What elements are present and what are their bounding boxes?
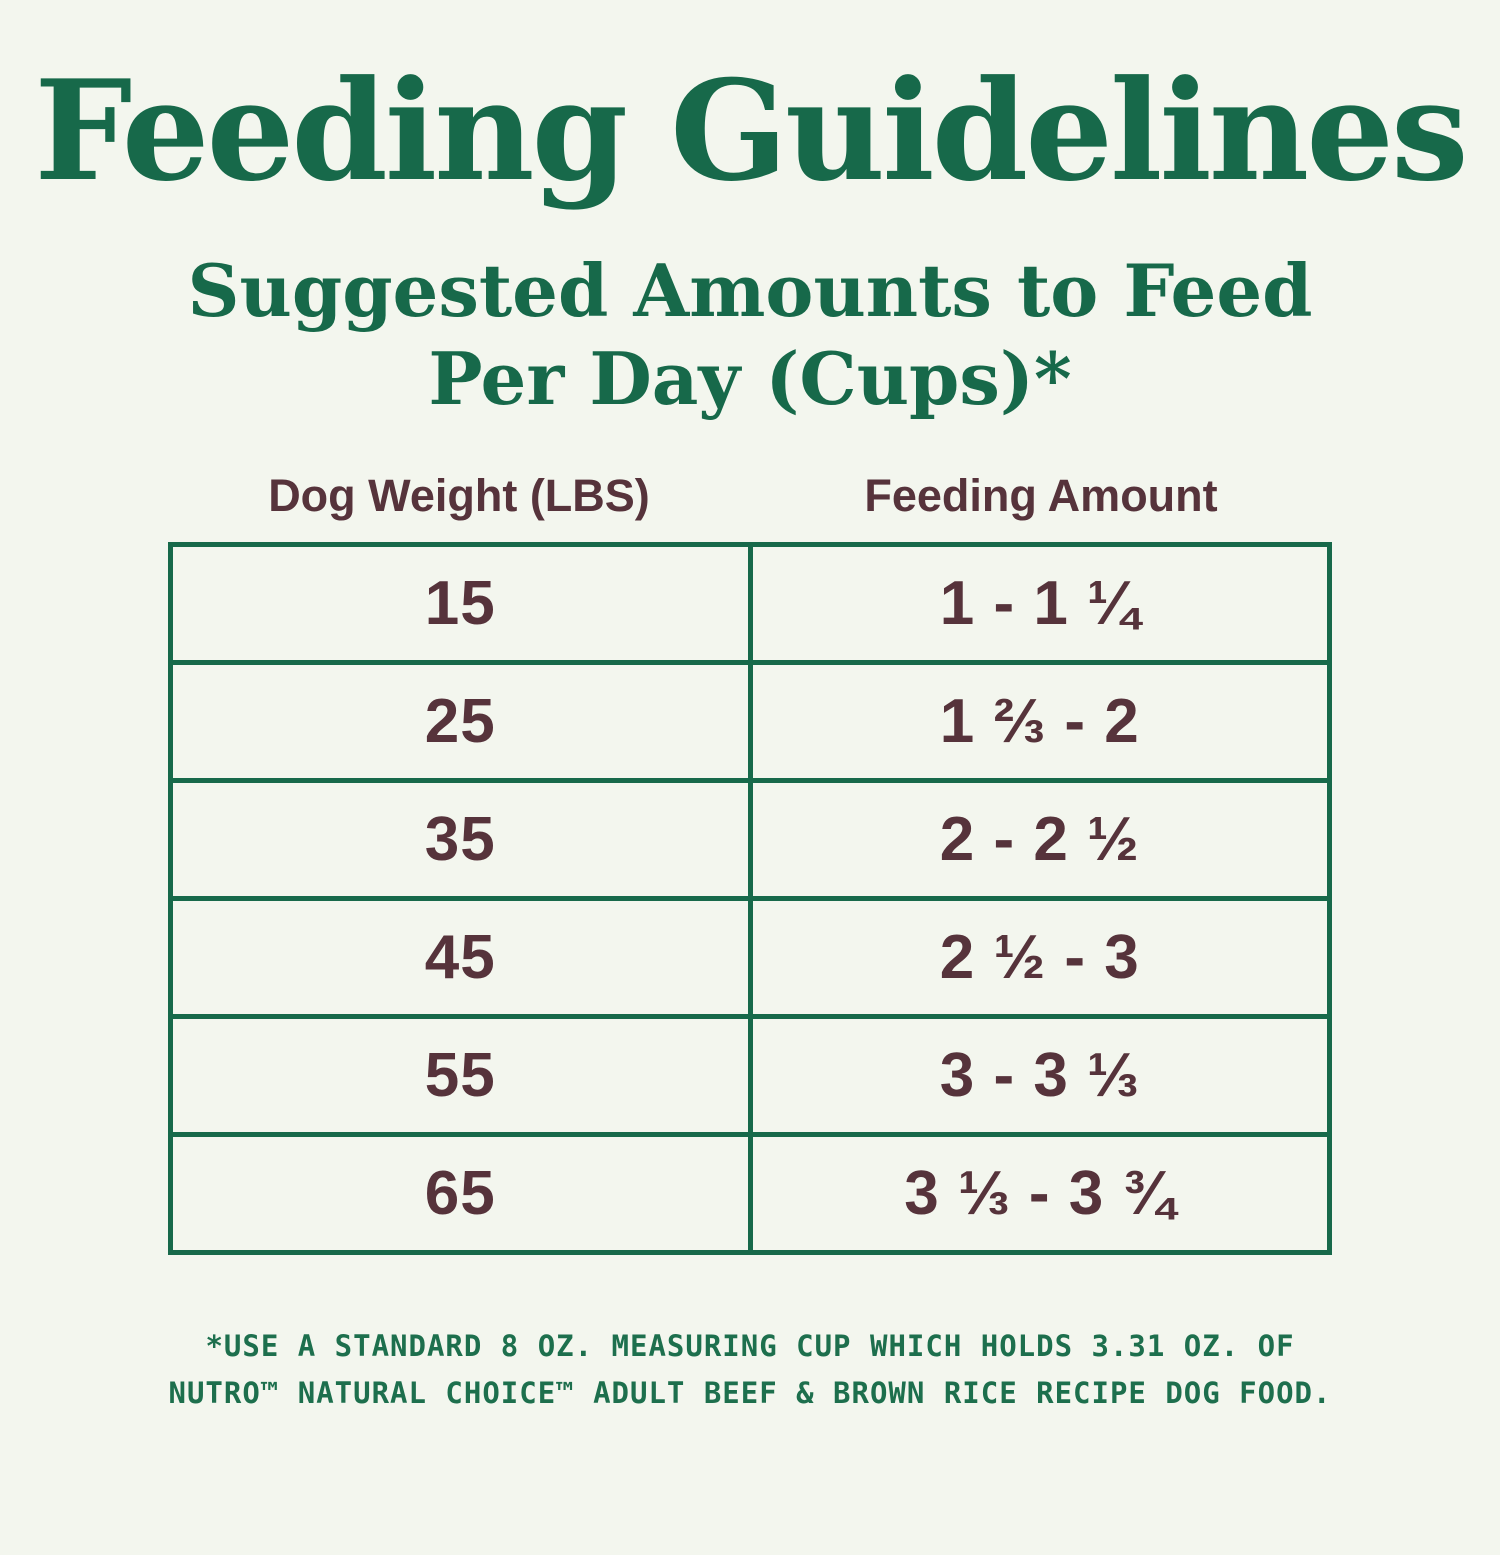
table-column-headers: Dog Weight (LBS) Feeding Amount [168, 470, 1332, 522]
table-row: 45 2 ½ - 3 [168, 896, 1332, 1020]
feeding-amount-cell: 2 - 2 ½ [747, 778, 1332, 902]
column-header-dog-weight: Dog Weight (LBS) [268, 470, 650, 522]
feeding-amount-cell: 1 ⅔ - 2 [747, 660, 1332, 784]
page-subtitle: Suggested Amounts to Feed Per Day (Cups)… [0, 247, 1500, 423]
feeding-guidelines-table: 15 1 - 1 ¼ 25 1 ⅔ - 2 35 2 - 2 ½ 45 2 ½ … [168, 542, 1332, 1256]
feeding-amount-cell: 2 ½ - 3 [747, 896, 1332, 1020]
table-row: 15 1 - 1 ¼ [168, 542, 1332, 666]
feeding-amount-cell: 3 - 3 ⅓ [747, 1014, 1332, 1138]
table-row: 25 1 ⅔ - 2 [168, 660, 1332, 784]
table-row: 35 2 - 2 ½ [168, 778, 1332, 902]
column-header-feeding-amount: Feeding Amount [864, 470, 1218, 522]
footnote-line-2: NUTRO™ NATURAL CHOICE™ ADULT BEEF & BROW… [168, 1376, 1332, 1411]
table-row: 65 3 ⅓ - 3 ¾ [168, 1132, 1332, 1256]
subtitle-line-1: Suggested Amounts to Feed [187, 247, 1313, 333]
footnote-line-1: *USE A STANDARD 8 OZ. MEASURING CUP WHIC… [205, 1329, 1295, 1364]
measuring-cup-footnote: *USE A STANDARD 8 OZ. MEASURING CUP WHIC… [0, 1323, 1500, 1417]
dog-weight-cell: 45 [168, 896, 753, 1020]
dog-weight-cell: 15 [168, 542, 753, 666]
dog-weight-cell: 55 [168, 1014, 753, 1138]
table-row: 55 3 - 3 ⅓ [168, 1014, 1332, 1138]
dog-weight-cell: 35 [168, 778, 753, 902]
dog-weight-cell: 25 [168, 660, 753, 784]
dog-weight-cell: 65 [168, 1132, 753, 1256]
feeding-amount-cell: 3 ⅓ - 3 ¾ [747, 1132, 1332, 1256]
feeding-amount-cell: 1 - 1 ¼ [747, 542, 1332, 666]
subtitle-line-2: Per Day (Cups)* [428, 335, 1072, 421]
page-title: Feeding Guidelines [34, 49, 1468, 212]
